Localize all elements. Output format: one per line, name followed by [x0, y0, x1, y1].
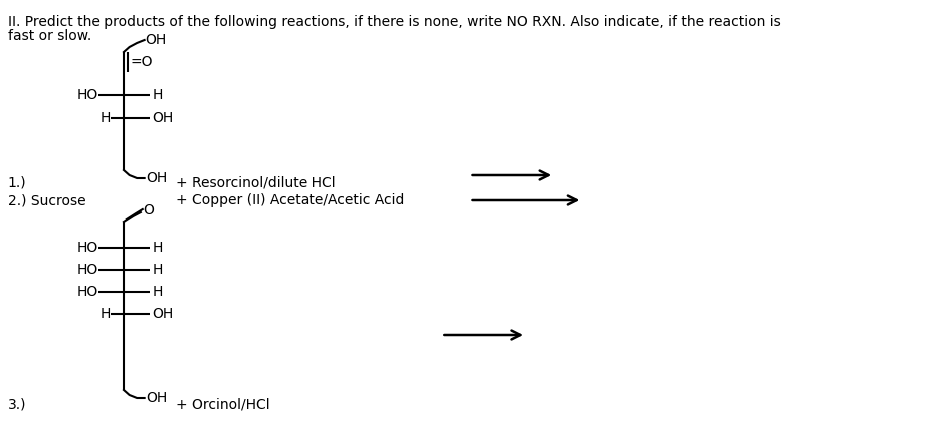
- Text: HO: HO: [76, 263, 98, 277]
- Text: =O: =O: [130, 55, 153, 69]
- Text: II. Predict the products of the following reactions, if there is none, write NO : II. Predict the products of the followin…: [7, 15, 780, 29]
- Text: + Copper (II) Acetate/Acetic Acid: + Copper (II) Acetate/Acetic Acid: [175, 193, 404, 207]
- Text: OH: OH: [145, 33, 167, 47]
- Text: HO: HO: [76, 285, 98, 299]
- Text: 2.) Sucrose: 2.) Sucrose: [7, 193, 85, 207]
- Text: fast or slow.: fast or slow.: [7, 29, 90, 43]
- Text: H: H: [101, 307, 111, 321]
- Text: + Orcinol/HCl: + Orcinol/HCl: [175, 398, 269, 412]
- Text: + Resorcinol/dilute HCl: + Resorcinol/dilute HCl: [175, 176, 336, 190]
- Text: H: H: [152, 263, 162, 277]
- Text: HO: HO: [76, 88, 98, 102]
- Text: H: H: [152, 241, 162, 255]
- Text: OH: OH: [146, 391, 168, 405]
- Text: O: O: [143, 203, 154, 217]
- Text: H: H: [152, 285, 162, 299]
- Text: H: H: [152, 88, 162, 102]
- Text: 1.): 1.): [7, 176, 26, 190]
- Text: OH: OH: [152, 111, 173, 125]
- Text: OH: OH: [146, 171, 168, 185]
- Text: HO: HO: [76, 241, 98, 255]
- Text: H: H: [101, 111, 111, 125]
- Text: 3.): 3.): [7, 398, 26, 412]
- Text: OH: OH: [152, 307, 173, 321]
